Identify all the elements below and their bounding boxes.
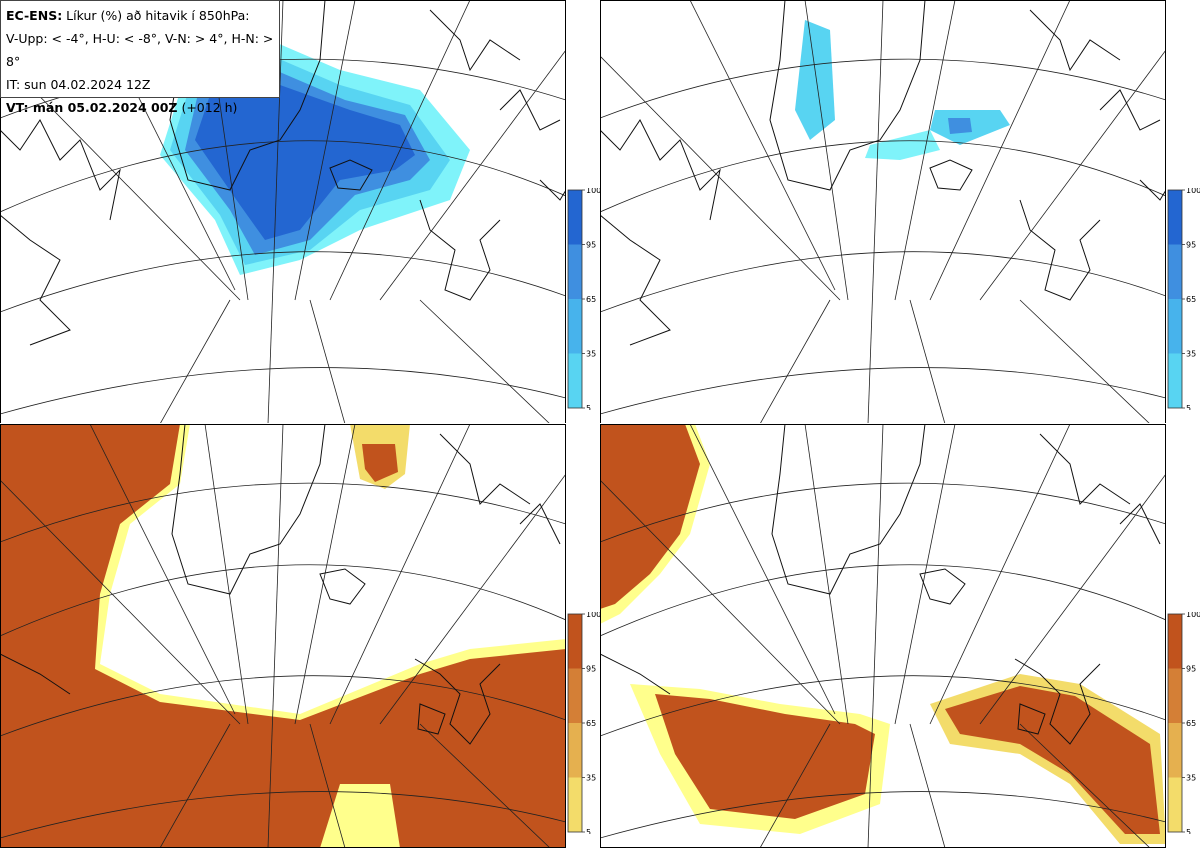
colorbar-band — [1168, 777, 1182, 832]
info-initial-time: IT: sun 04.02.2024 12Z — [6, 77, 151, 92]
colorbar-band — [1168, 244, 1182, 299]
probability-field — [160, 40, 470, 275]
coastlines — [600, 424, 1161, 745]
colorbar-tick-label: 95 — [586, 665, 596, 674]
colorbar-band — [568, 244, 582, 299]
info-title: EC-ENS: Líkur (%) að hitavik í 850hPa: — [6, 8, 250, 23]
colorbar-tick-label: 35 — [1186, 774, 1196, 783]
panel-bottom-left — [0, 424, 566, 848]
colorbar-tick-label: 95 — [1186, 665, 1196, 674]
colorbar-band — [568, 353, 582, 408]
coastlines — [0, 424, 561, 745]
coastlines — [600, 0, 1166, 346]
colorbar-tick-label: 65 — [1186, 295, 1196, 304]
probability-field — [600, 424, 1166, 844]
colorbar-band — [1168, 668, 1182, 723]
graticule — [600, 0, 1166, 423]
colorbar-tick-label: 5 — [1186, 828, 1191, 834]
colorbar-top-left: 100 95 65 35 5 — [566, 186, 601, 413]
colorbar-band — [568, 777, 582, 832]
info-valid-time: VT: mán 05.02.2024 00Z (+012 h) — [6, 100, 238, 115]
colorbar-svg: 100 95 65 35 5 — [1167, 186, 1200, 413]
colorbar-band — [1168, 190, 1182, 245]
colorbar-band — [568, 668, 582, 723]
colorbar-tick-label: 95 — [586, 241, 596, 250]
probability-field — [0, 424, 566, 848]
colorbar-tick-label: 100 — [1186, 612, 1200, 619]
colorbar-band — [1168, 723, 1182, 778]
colorbar-svg: 100 95 65 35 5 — [567, 610, 601, 837]
forecast-info-box: EC-ENS: Líkur (%) að hitavik í 850hPa: V… — [0, 0, 280, 115]
colorbar-band — [1168, 353, 1182, 408]
panel-bottom-right — [600, 424, 1166, 848]
graticule — [600, 424, 1166, 848]
colorbar-tick-label: 100 — [1186, 188, 1200, 195]
probability-field — [795, 20, 1010, 160]
colorbar-band — [1168, 299, 1182, 354]
colorbar-svg: 100 95 65 35 5 — [567, 186, 601, 413]
colorbar-band — [568, 190, 582, 245]
colorbar-tick-label: 5 — [586, 404, 591, 410]
colorbar-bottom-right: 100 95 65 35 5 — [1166, 610, 1200, 837]
colorbar-band — [568, 723, 582, 778]
colorbar-tick-label: 35 — [586, 774, 596, 783]
colorbar-tick-label: 65 — [586, 719, 596, 728]
colorbar-band — [568, 614, 582, 669]
colorbar-top-right: 100 95 65 35 5 — [1166, 186, 1200, 413]
panel-top-right — [600, 0, 1166, 423]
panel-top-right-map — [600, 0, 1166, 423]
panel-frame — [0, 0, 566, 423]
colorbar-tick-label: 65 — [1186, 719, 1196, 728]
colorbar-band — [1168, 614, 1182, 669]
colorbar-tick-label: 5 — [1186, 404, 1191, 410]
colorbar-svg: 100 95 65 35 5 — [1167, 610, 1200, 837]
colorbar-tick-label: 35 — [586, 350, 596, 359]
colorbar-tick-label: 65 — [586, 295, 596, 304]
panel-frame — [600, 0, 1166, 423]
colorbar-band — [568, 299, 582, 354]
panel-bottom-left-map — [0, 424, 566, 848]
colorbar-tick-label: 100 — [586, 188, 600, 195]
colorbar-tick-label: 5 — [586, 828, 591, 834]
colorbar-tick-label: 35 — [1186, 350, 1196, 359]
panel-bottom-right-map — [600, 424, 1166, 848]
graticule — [0, 424, 566, 848]
colorbar-tick-label: 95 — [1186, 241, 1196, 250]
colorbar-tick-label: 100 — [586, 612, 600, 619]
colorbar-bottom-left: 100 95 65 35 5 — [566, 610, 601, 837]
info-thresholds: V-Upp: < -4°, H-U: < -8°, V-N: > 4°, H-N… — [6, 31, 274, 69]
